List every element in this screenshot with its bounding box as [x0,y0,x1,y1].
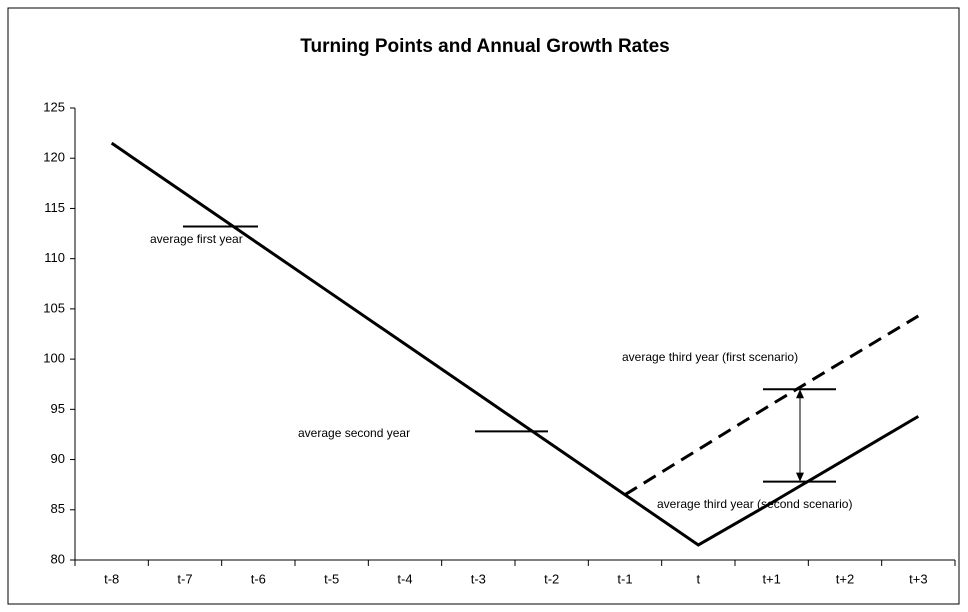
y-tick-label: 125 [43,99,65,114]
y-tick-label: 115 [44,200,65,215]
y-tick-label: 85 [51,501,65,516]
x-tick-label: t+3 [909,571,927,586]
chart-title: Turning Points and Annual Growth Rates [300,36,669,57]
y-tick-label: 120 [43,150,65,165]
y-tick-label: 100 [43,351,65,366]
y-tick-label: 105 [43,300,65,315]
x-tick-label: t-5 [324,571,339,586]
x-tick-label: t [697,571,701,586]
x-tick-label: t-8 [104,571,119,586]
x-tick-label: t-1 [617,571,632,586]
x-tick-label: t-3 [471,571,486,586]
y-tick-label: 95 [51,401,65,416]
annotation-label: average first year [150,232,243,246]
x-tick-label: t-2 [544,571,559,586]
series-line [110,141,920,547]
series-line [624,314,920,496]
annotation-label: average third year (second scenario) [657,497,852,511]
y-tick-label: 90 [51,451,65,466]
chart-frame [7,7,960,605]
arrow-head [796,389,804,399]
annotation-label: average second year [298,426,410,440]
x-tick-label: t+2 [836,571,854,586]
y-tick-label: 80 [51,551,65,566]
arrow-head [796,472,804,482]
y-tick-label: 110 [44,250,65,265]
x-tick-label: t-7 [177,571,192,586]
x-tick-label: t+1 [762,571,780,586]
x-tick-label: t-6 [251,571,266,586]
annotation-label: average third year (first scenario) [622,350,798,364]
x-tick-label: t-4 [397,571,412,586]
